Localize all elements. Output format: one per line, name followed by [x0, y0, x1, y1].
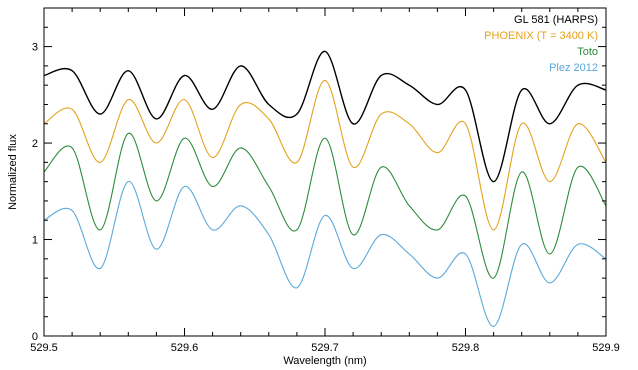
legend-entry-0: GL 581 (HARPS) [514, 14, 598, 26]
series-line-0 [43, 50, 607, 183]
x-tick-label: 529.6 [171, 342, 199, 354]
series-line-3 [43, 181, 607, 327]
legend: GL 581 (HARPS) PHOENIX (T = 3400 K) Toto Pl… [484, 14, 598, 74]
axes: 529.5 529.6 529.7 529.8 529.9 0 1 2 3 [30, 7, 620, 354]
series-line-2 [43, 132, 607, 279]
y-axis-label: Normalized flux [7, 134, 19, 210]
legend-entry-3: Plez 2012 [549, 62, 598, 74]
x-tick-label: 529.5 [30, 342, 58, 354]
legend-entry-2: Toto [577, 46, 598, 58]
plot-area [43, 50, 607, 327]
x-tick-label: 529.9 [592, 342, 620, 354]
x-tick-label: 529.8 [452, 342, 480, 354]
legend-entry-1: PHOENIX (T = 3400 K) [484, 30, 598, 42]
series-line-1 [43, 79, 607, 231]
y-tick-label: 1 [32, 235, 38, 247]
y-tick-label: 2 [32, 138, 38, 150]
x-axis-label: Wavelength (nm) [283, 355, 366, 367]
y-tick-label: 3 [32, 42, 38, 54]
x-tick-label: 529.7 [311, 342, 339, 354]
y-tick-label: 0 [32, 331, 38, 343]
